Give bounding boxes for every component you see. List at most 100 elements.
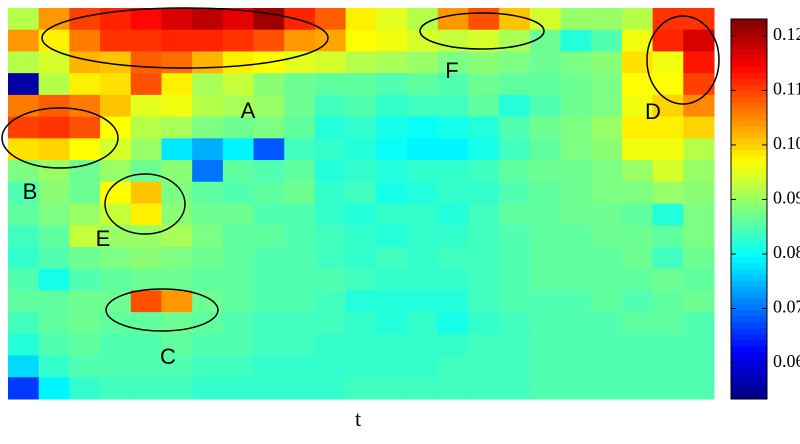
- cell: [499, 246, 531, 270]
- cell: [69, 138, 101, 161]
- cell: [591, 73, 623, 96]
- cell: [560, 8, 592, 31]
- cell: [499, 8, 531, 31]
- cell: [683, 203, 715, 226]
- cell: [621, 312, 654, 335]
- cell: [591, 8, 623, 31]
- cell: [222, 181, 255, 204]
- colorbar-swatch: [731, 214, 767, 222]
- cell: [222, 333, 255, 357]
- cell: [192, 73, 224, 96]
- cell: [8, 94, 40, 118]
- cell: [621, 290, 654, 313]
- cell: [376, 160, 408, 183]
- annotation-ellipse: [419, 12, 545, 50]
- cell: [253, 333, 285, 357]
- colorbar-swatch: [731, 363, 767, 370]
- cell: [437, 377, 469, 400]
- cell: [69, 29, 101, 52]
- cell: [130, 116, 162, 139]
- cell: [621, 29, 654, 52]
- cell: [529, 160, 562, 183]
- colorbar-swatch: [731, 48, 767, 56]
- cell: [652, 355, 684, 378]
- cell: [8, 8, 40, 31]
- colorbar-tick-label: 0.06: [773, 351, 800, 371]
- cell: [222, 94, 255, 118]
- cell: [253, 116, 285, 139]
- cell: [621, 203, 654, 226]
- cell: [376, 8, 408, 31]
- cell: [161, 138, 193, 161]
- cell: [284, 116, 316, 139]
- cell: [345, 246, 377, 270]
- colorbar-swatch: [731, 375, 767, 382]
- annotation: F: [445, 58, 458, 83]
- cell: [345, 51, 377, 74]
- cell: [437, 160, 469, 183]
- cell: [38, 377, 70, 400]
- cell: [284, 246, 316, 270]
- colorbar-swatch: [731, 137, 767, 145]
- cell: [192, 94, 224, 118]
- annotation: A: [241, 98, 256, 123]
- colorbar-swatch: [731, 209, 767, 216]
- cell: [376, 355, 408, 378]
- colorbar-swatch: [731, 339, 767, 347]
- cell: [591, 203, 623, 226]
- cell: [376, 29, 408, 52]
- cell: [38, 51, 70, 74]
- colorbar-swatch: [731, 280, 767, 287]
- colorbar-swatch: [731, 161, 767, 168]
- cell: [407, 268, 439, 291]
- cell: [591, 333, 623, 357]
- cell: [683, 355, 715, 378]
- cell: [407, 160, 439, 183]
- cell: [130, 8, 162, 31]
- colorbar-swatch: [731, 119, 767, 127]
- cell: [69, 73, 101, 96]
- cell: [499, 94, 531, 118]
- cell: [529, 355, 562, 378]
- colorbar-swatch: [731, 96, 767, 103]
- cell: [100, 73, 132, 96]
- cell: [222, 355, 255, 378]
- cell: [652, 181, 684, 204]
- cell: [161, 268, 193, 291]
- colorbar-swatch: [731, 220, 767, 228]
- cell: [499, 203, 531, 226]
- cell: [253, 355, 285, 378]
- cell: [69, 290, 101, 313]
- cell: [591, 246, 623, 270]
- cell: [468, 51, 500, 74]
- colorbar-swatch: [731, 244, 767, 252]
- cell: [314, 246, 347, 270]
- cell: [407, 333, 439, 357]
- cell: [560, 268, 592, 291]
- colorbar-swatch: [731, 131, 767, 139]
- cell: [192, 29, 224, 52]
- cell: [69, 377, 101, 400]
- cell: [222, 377, 255, 400]
- cell: [8, 377, 40, 400]
- cell: [376, 290, 408, 313]
- cell: [8, 29, 40, 52]
- cell: [314, 8, 347, 31]
- cell: [345, 181, 377, 204]
- cell: [468, 355, 500, 378]
- cell: [437, 51, 469, 74]
- cell: [314, 225, 347, 248]
- cell: [69, 246, 101, 270]
- cell: [652, 116, 684, 139]
- cell: [468, 73, 500, 96]
- cell: [8, 355, 40, 378]
- cell: [192, 377, 224, 400]
- colorbar-swatch: [731, 30, 767, 38]
- cell: [376, 312, 408, 335]
- cell: [130, 29, 162, 52]
- cell: [38, 246, 70, 270]
- cell: [468, 268, 500, 291]
- cell: [376, 246, 408, 270]
- cell: [529, 246, 562, 270]
- cell: [621, 51, 654, 74]
